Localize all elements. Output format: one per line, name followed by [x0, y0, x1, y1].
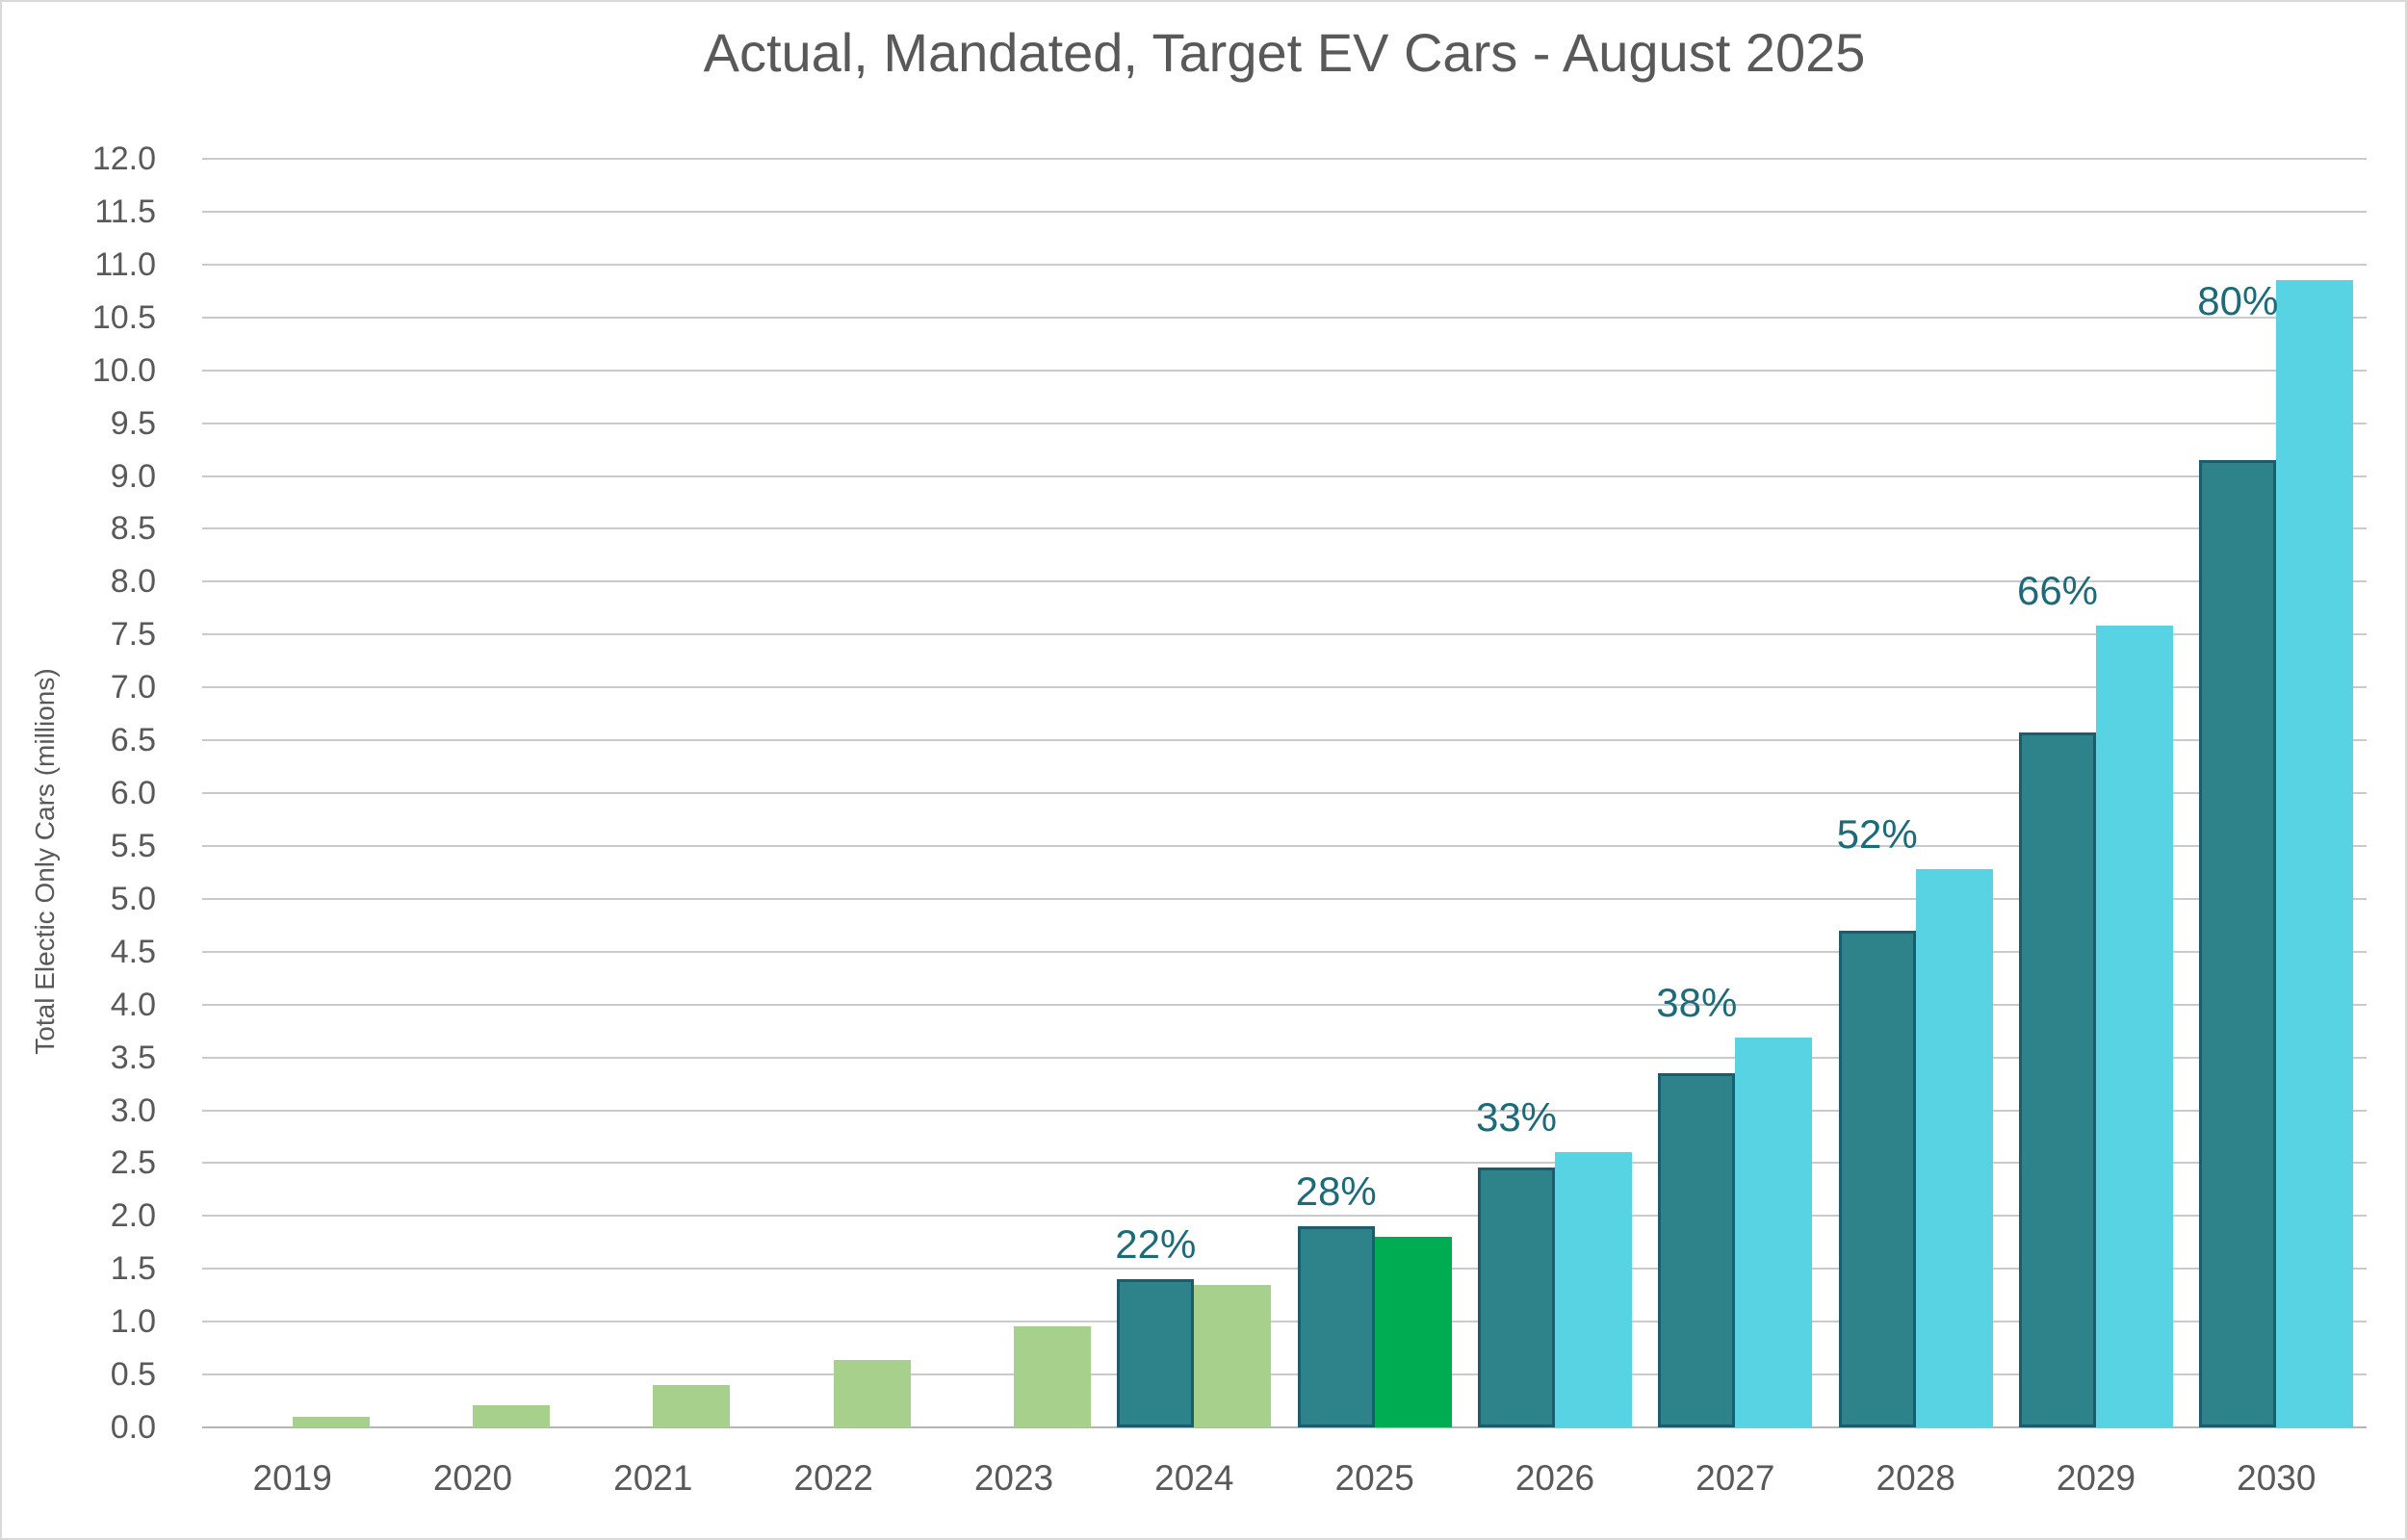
- x-axis-label-2020: 2020: [432, 1458, 513, 1498]
- pct-label-2028: 52%: [1836, 811, 1918, 858]
- y-tick-label: 10.5: [91, 298, 156, 336]
- x-axis-label-2025: 2025: [1334, 1458, 1414, 1498]
- y-tick-label: 11.5: [94, 192, 156, 230]
- gridline: [202, 739, 2367, 742]
- bar-target-2026: [1555, 1152, 1632, 1427]
- gridline: [202, 422, 2367, 424]
- bar-target-2030: [2276, 280, 2354, 1427]
- bar-actual-2019: [292, 1417, 370, 1427]
- bar-actual-2022: [833, 1359, 911, 1427]
- gridline: [202, 633, 2367, 636]
- pct-label-2030: 80%: [2197, 278, 2279, 324]
- gridline: [202, 792, 2367, 794]
- bar-mandated-2025: [1297, 1226, 1375, 1427]
- gridline: [202, 1215, 2367, 1218]
- gridline: [202, 527, 2367, 530]
- y-tick-label: 3.0: [110, 1091, 156, 1129]
- gridline: [202, 950, 2367, 953]
- x-axis-label-2022: 2022: [793, 1458, 873, 1498]
- pct-label-2024: 22%: [1115, 1221, 1197, 1268]
- bar-actual-2021: [653, 1385, 731, 1427]
- y-tick-label: 2.0: [110, 1197, 156, 1235]
- gridline: [202, 475, 2367, 477]
- gridline: [202, 1268, 2367, 1270]
- pct-label-2027: 38%: [1656, 979, 1738, 1025]
- x-axis-label-2028: 2028: [1876, 1458, 1955, 1498]
- gridline: [202, 1426, 2367, 1428]
- bar-mandated-2030: [2199, 460, 2277, 1427]
- gridline: [202, 580, 2367, 583]
- y-tick-label: 7.0: [110, 669, 156, 706]
- gridline: [202, 844, 2367, 847]
- bar-actual-2025: [1374, 1237, 1452, 1427]
- x-axis-label-2030: 2030: [2237, 1458, 2316, 1498]
- bar-mandated-2024: [1117, 1279, 1195, 1427]
- y-tick-label: 1.5: [110, 1250, 156, 1288]
- x-axis-label-2023: 2023: [973, 1458, 1054, 1498]
- bar-actual-2024: [1194, 1284, 1272, 1427]
- gridline: [202, 897, 2367, 900]
- y-tick-label: 5.0: [110, 880, 156, 917]
- gridline: [202, 263, 2367, 266]
- x-axis-label-2029: 2029: [2056, 1458, 2136, 1498]
- gridline: [202, 1056, 2367, 1059]
- y-tick-label: 6.5: [110, 722, 156, 759]
- y-tick-label: 9.0: [110, 457, 156, 495]
- y-tick-label: 1.0: [110, 1303, 156, 1341]
- y-tick-label: 12.0: [91, 141, 156, 177]
- y-tick-label: 0.5: [110, 1356, 156, 1394]
- gridline: [202, 316, 2367, 319]
- gridline: [202, 1109, 2367, 1112]
- y-tick-label: 8.0: [110, 563, 156, 601]
- gridline: [202, 158, 2367, 160]
- gridline: [202, 369, 2367, 372]
- y-tick-label: 11.0: [94, 245, 156, 283]
- bar-mandated-2027: [1658, 1073, 1736, 1427]
- x-axis-label-2021: 2021: [613, 1458, 693, 1498]
- y-tick-label: 2.5: [110, 1144, 156, 1182]
- y-tick-label: 0.0: [110, 1409, 156, 1446]
- y-tick-label: 4.0: [110, 986, 156, 1023]
- pct-label-2026: 33%: [1475, 1094, 1558, 1141]
- y-tick-label: 5.5: [110, 827, 156, 864]
- y-tick-label: 3.5: [110, 1039, 156, 1076]
- y-tick-label: 10.0: [91, 351, 156, 389]
- x-axis-label-2027: 2027: [1695, 1458, 1775, 1498]
- pct-label-2029: 66%: [2016, 568, 2099, 614]
- y-tick-label: 8.5: [110, 510, 156, 548]
- y-tick-label: 4.5: [110, 933, 156, 970]
- gridline: [202, 1321, 2367, 1323]
- x-axis-label-2019: 2019: [252, 1458, 332, 1498]
- bar-actual-2023: [1014, 1325, 1091, 1427]
- bar-mandated-2029: [2019, 732, 2096, 1427]
- y-tick-label: 6.0: [110, 775, 156, 811]
- pct-label-2025: 28%: [1295, 1168, 1377, 1215]
- y-tick-label: 7.5: [110, 616, 156, 654]
- bar-mandated-2026: [1478, 1167, 1555, 1427]
- gridline: [202, 1003, 2367, 1006]
- gridline: [202, 686, 2367, 689]
- bar-target-2027: [1735, 1037, 1813, 1427]
- x-axis-label-2024: 2024: [1154, 1458, 1234, 1498]
- chart-title: Actual, Mandated, Target EV Cars - Augus…: [703, 22, 1866, 83]
- gridline: [202, 1162, 2367, 1165]
- x-axis-label-2026: 2026: [1514, 1458, 1595, 1498]
- y-tick-label: 9.5: [110, 404, 156, 442]
- gridline: [202, 210, 2367, 213]
- bar-target-2029: [2096, 626, 2173, 1427]
- bar-mandated-2028: [1838, 930, 1916, 1427]
- bar-target-2028: [1915, 869, 1993, 1427]
- gridline: [202, 1373, 2367, 1376]
- bar-actual-2020: [473, 1404, 550, 1427]
